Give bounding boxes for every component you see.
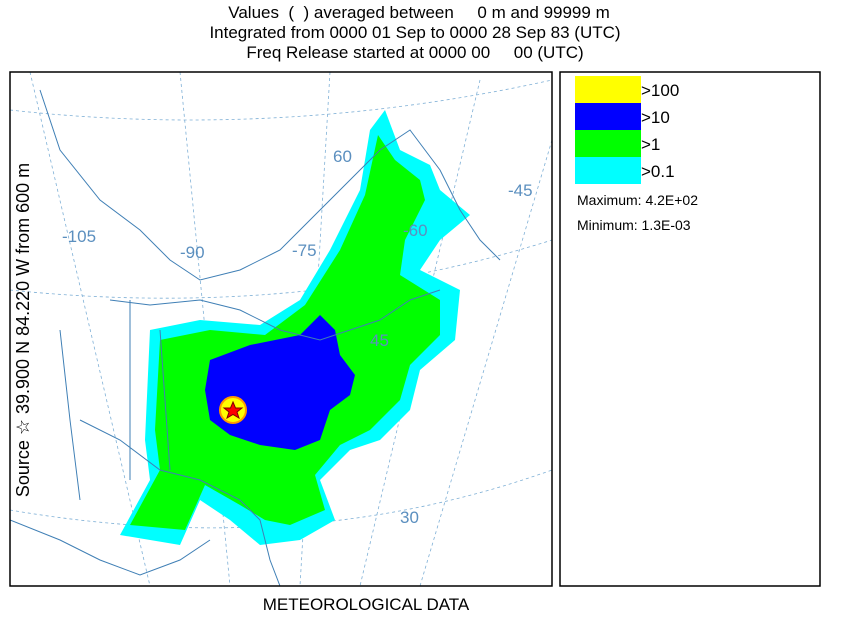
legend-swatch [575,130,641,157]
map-frame [9,71,553,587]
legend-label: >0.1 [641,162,675,181]
grid-label: -60 [403,221,428,240]
footer: METEOROLOGICAL DATA [263,595,470,614]
grid-label: -45 [508,181,533,200]
legend-label: >100 [641,81,679,100]
legend-swatch [575,76,641,103]
source-star [222,400,244,420]
header: Values ( ) averaged between 0 m and 9999… [209,3,620,62]
grid-label: -75 [292,241,317,260]
map: -105 -90 -75 -60 -45 60 45 30 [10,72,552,586]
grid-label: -90 [180,243,205,262]
legend-minimum: Minimum: 1.3E-03 [577,217,691,233]
legend-label: >10 [641,108,670,127]
header-line: Integrated from 0000 01 Sep to 0000 28 S… [209,23,620,42]
legend: Maximum: 4.2E+02 Minimum: 1.3E-03 >100 >1… [559,71,821,587]
legend-swatch [575,157,641,184]
legend-maximum: Maximum: 4.2E+02 [577,192,698,208]
grid-label: -105 [62,227,96,246]
grid-label: 30 [400,508,419,527]
grid-label: 60 [333,147,352,166]
source-label: Source ☆ 39.900 N 84.220 W from 600 m [13,163,33,497]
header-line: Freq Release started at 0000 00 00 (UTC) [246,43,583,62]
legend-swatch [575,103,641,130]
legend-frame [559,71,821,587]
header-line: Values ( ) averaged between 0 m and 9999… [228,3,609,22]
legend-label: >1 [641,135,660,154]
plume-1 [130,135,440,530]
grid-label: 45 [370,331,389,350]
